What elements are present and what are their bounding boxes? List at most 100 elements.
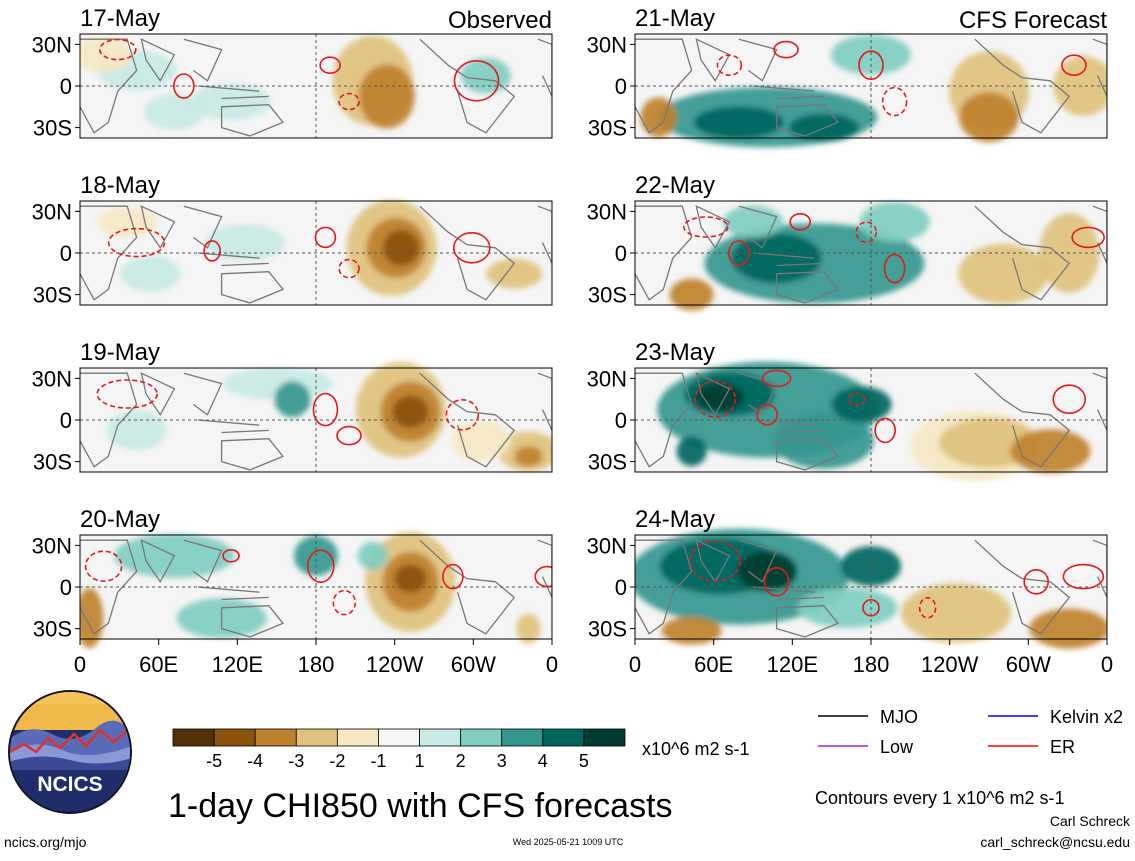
panel-date-forecast: 23-May <box>635 339 715 366</box>
lon-tick-label: 0 <box>74 652 86 677</box>
colorbar-swatch <box>254 728 297 747</box>
lon-tick-label: 60E <box>694 652 733 677</box>
er-contour <box>694 380 737 419</box>
author-name: Carl Schreck <box>1050 813 1131 829</box>
lat-tick-label: 30N <box>587 199 627 224</box>
lon-tick-label: 0 <box>629 652 641 677</box>
er-contour <box>84 550 123 583</box>
lat-tick-label: 0 <box>615 408 627 433</box>
panel-date-observed: 18-May <box>80 172 160 199</box>
panel-date-observed: 17-May <box>80 5 160 32</box>
colorbar: -5 -4 -3 -2 -1 1 2 3 4 5 <box>172 728 626 771</box>
map-panel <box>80 531 552 649</box>
lat-tick-label: 30S <box>588 283 627 308</box>
contour-legend: MJO Kelvin x2 Low ER <box>818 707 1123 757</box>
lat-tick-label: 0 <box>615 241 627 266</box>
colorbar-swatch <box>542 728 585 747</box>
lat-tick-label: 0 <box>60 408 72 433</box>
colorbar-tick-label: 5 <box>579 751 589 771</box>
colorbar-tick-label: -4 <box>247 751 263 771</box>
er-contour <box>452 232 491 264</box>
map-panel <box>635 201 1107 311</box>
colorbar-unit: x10^6 m2 s-1 <box>642 739 750 759</box>
lat-tick-label: 30N <box>32 32 72 57</box>
ncics-logo[interactable]: NCICS <box>8 690 132 820</box>
lon-tick-label: 120W <box>921 652 979 677</box>
map-panel <box>635 361 1107 481</box>
er-contour <box>858 50 884 80</box>
lon-tick-label: 60W <box>451 652 496 677</box>
er-contour <box>848 392 866 407</box>
er-contour <box>1023 568 1049 595</box>
panel-date-forecast: 21-May <box>635 5 715 32</box>
er-contour <box>918 596 937 619</box>
colorbar-swatch <box>378 728 420 747</box>
panel-date-forecast: 22-May <box>635 172 715 199</box>
er-contour <box>1061 54 1087 76</box>
map-panel <box>80 34 552 138</box>
map-panel <box>80 199 552 305</box>
er-contour <box>534 565 552 588</box>
lat-tick-label: 30N <box>32 366 72 391</box>
er-contour <box>96 379 158 409</box>
colorbar-swatch <box>172 728 215 747</box>
legend-label: Kelvin x2 <box>1050 707 1123 727</box>
lon-tick-label: 120E <box>212 652 263 677</box>
colorbar-tick-label: -5 <box>206 751 222 771</box>
site-link[interactable]: ncics.org/mjo <box>4 834 87 850</box>
er-contour <box>312 392 339 427</box>
colorbar-tick-label: 2 <box>456 751 466 771</box>
er-contour <box>761 369 792 388</box>
lat-tick-label: 0 <box>60 241 72 266</box>
er-contour <box>874 417 896 444</box>
lat-tick-label: 30N <box>587 366 627 391</box>
er-contour <box>453 60 500 102</box>
panel-date-observed: 19-May <box>80 339 160 366</box>
colorbar-tick-label: 4 <box>538 751 548 771</box>
map-panels: 30N 0 30S 30N 0 30S 30N 0 30S 30N 0 30S 30N 0 30S 30N 0 3… <box>32 32 1108 649</box>
author-email[interactable]: carl_schreck@ncsu.edu <box>980 834 1130 850</box>
er-contour <box>682 216 729 238</box>
observed-label: Observed <box>448 7 552 34</box>
er-contour <box>445 398 480 431</box>
figure-title: 1-day CHI850 with CFS forecasts <box>168 787 673 825</box>
er-contour <box>306 549 335 584</box>
lat-tick-label: 0 <box>60 74 72 99</box>
er-contour <box>883 253 906 284</box>
map-panel <box>635 528 1107 649</box>
colorbar-tick-label: -1 <box>370 751 386 771</box>
er-contour <box>203 240 221 262</box>
legend-label: MJO <box>880 707 918 727</box>
er-contour <box>1071 226 1105 249</box>
lat-tick-label: 30S <box>588 116 627 141</box>
map-panel <box>635 34 1107 148</box>
forecast-label: CFS Forecast <box>959 7 1107 34</box>
lat-tick-label: 30N <box>32 533 72 558</box>
lat-tick-label: 30N <box>587 32 627 57</box>
colorbar-swatch <box>336 728 379 747</box>
er-contour <box>689 540 742 582</box>
colorbar-tick-label: 1 <box>415 751 425 771</box>
lon-tick-label: 120W <box>366 652 424 677</box>
er-contour <box>442 563 464 590</box>
lat-tick-label: 30S <box>33 116 72 141</box>
er-contour <box>336 425 362 446</box>
panel-labels: 17-May 21-May 18-May 22-May 19-May 23-May 20-M… <box>80 5 1107 533</box>
lon-tick-label: 180 <box>298 652 335 677</box>
logo-text: NCICS <box>37 773 102 796</box>
lat-tick-label: 0 <box>615 575 627 600</box>
colorbar-tick-label: 3 <box>497 751 507 771</box>
er-contour <box>756 403 778 426</box>
er-contour <box>338 258 360 279</box>
lon-tick-label: 120E <box>767 652 818 677</box>
lon-tick-label: 0 <box>546 652 558 677</box>
lon-tick-label: 60W <box>1006 652 1051 677</box>
lat-tick-label: 30S <box>33 283 72 308</box>
er-contour <box>332 589 357 616</box>
er-contour <box>789 213 812 231</box>
er-contour <box>763 566 790 597</box>
colorbar-swatch <box>583 728 626 747</box>
lat-tick-label: 30N <box>587 533 627 558</box>
